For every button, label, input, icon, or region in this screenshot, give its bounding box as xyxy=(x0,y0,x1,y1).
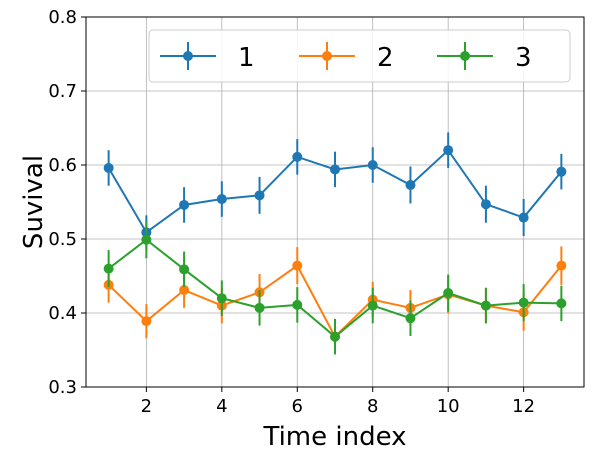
data-point xyxy=(179,264,190,275)
legend-label: 2 xyxy=(377,43,394,73)
data-point xyxy=(518,212,529,223)
data-point xyxy=(292,299,303,310)
data-point xyxy=(254,302,265,313)
data-point xyxy=(480,300,491,311)
y-tick-label: 0.4 xyxy=(48,303,77,324)
data-point xyxy=(480,199,491,210)
x-tick-label: 10 xyxy=(437,396,460,417)
series-1 xyxy=(103,132,567,250)
data-point xyxy=(141,316,152,327)
x-tick-label: 12 xyxy=(512,396,535,417)
data-point xyxy=(405,179,416,190)
legend: 1 2 3 xyxy=(148,29,571,83)
y-tick-label: 0.6 xyxy=(48,155,77,176)
data-point xyxy=(103,162,114,173)
data-point xyxy=(292,151,303,162)
legend-swatch-marker xyxy=(322,51,332,61)
data-point xyxy=(556,166,567,177)
data-point xyxy=(367,160,378,170)
axis-ticks: 2 4 6 8 10 120.30.40.50.60.70.8 xyxy=(48,7,535,417)
data-point xyxy=(518,297,529,308)
x-tick-label: 8 xyxy=(367,396,378,417)
data-point xyxy=(103,263,114,274)
data-point xyxy=(367,300,378,311)
series-3 xyxy=(103,221,567,355)
data-point xyxy=(556,260,567,271)
data-point xyxy=(179,285,190,296)
y-axis-title: Suvival xyxy=(19,155,49,249)
plot-frame xyxy=(85,16,585,388)
data-point xyxy=(443,288,454,299)
data-point xyxy=(141,234,152,245)
x-axis-title: Time index xyxy=(262,422,406,452)
legend-swatch-marker xyxy=(183,51,193,61)
legend-label: 1 xyxy=(238,43,255,73)
y-tick-label: 0.7 xyxy=(48,81,77,102)
y-tick-label: 0.3 xyxy=(48,377,77,398)
x-tick-label: 2 xyxy=(141,396,152,417)
data-point xyxy=(179,199,190,210)
data-point xyxy=(254,190,265,201)
series-layer xyxy=(103,132,567,355)
x-tick-label: 6 xyxy=(292,396,303,417)
data-point xyxy=(556,298,567,309)
data-point xyxy=(330,164,340,175)
legend-swatch-marker xyxy=(460,51,470,61)
data-point xyxy=(330,331,340,342)
legend-label: 3 xyxy=(515,43,532,73)
data-point xyxy=(292,260,303,271)
data-point xyxy=(443,145,454,156)
data-point xyxy=(216,293,227,304)
x-tick-label: 4 xyxy=(216,396,227,417)
y-tick-label: 0.5 xyxy=(48,229,77,250)
data-point xyxy=(405,313,416,324)
y-tick-label: 0.8 xyxy=(48,7,77,28)
data-point xyxy=(216,194,227,205)
